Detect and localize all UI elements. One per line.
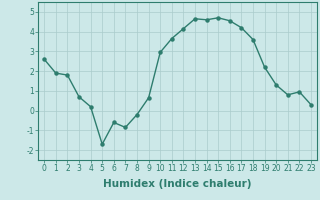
X-axis label: Humidex (Indice chaleur): Humidex (Indice chaleur): [103, 179, 252, 189]
